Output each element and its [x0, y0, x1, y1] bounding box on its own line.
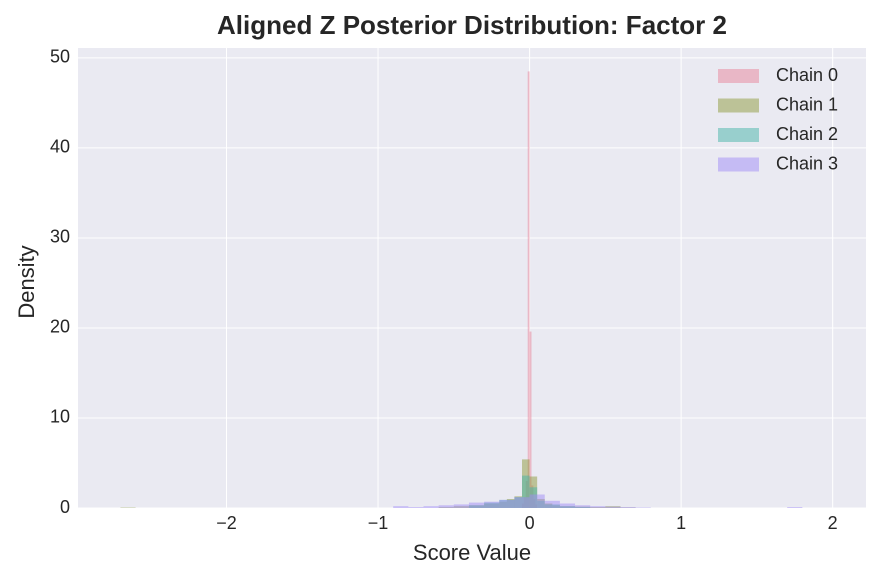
histogram-bar: [454, 504, 469, 508]
x-tick-label: −2: [216, 513, 237, 533]
legend-label: Chain 1: [776, 94, 838, 114]
plot-area: [78, 48, 866, 508]
histogram-bar: [575, 505, 590, 508]
x-tick-label: 1: [676, 513, 686, 533]
x-tick-label: 2: [828, 513, 838, 533]
histogram-bar: [528, 71, 530, 508]
y-axis-label: Density: [14, 245, 39, 318]
y-tick-label: 0: [60, 497, 70, 517]
histogram-bar: [408, 507, 423, 508]
legend-label: Chain 0: [776, 65, 838, 85]
chart-title: Aligned Z Posterior Distribution: Factor…: [217, 10, 727, 40]
legend-swatch: [718, 69, 759, 83]
histogram-bar: [560, 503, 575, 508]
histogram-bar: [469, 503, 484, 508]
legend-swatch: [718, 99, 759, 113]
y-tick-label: 50: [50, 47, 70, 67]
histogram-bar: [590, 506, 605, 508]
histogram-bar: [621, 507, 636, 508]
histogram-bar: [514, 497, 529, 508]
legend-swatch: [718, 158, 759, 172]
histogram-bar: [424, 506, 439, 508]
x-tick-label: −1: [368, 513, 389, 533]
y-tick-label: 30: [50, 227, 70, 247]
y-tick-label: 20: [50, 317, 70, 337]
histogram-bar: [530, 494, 545, 508]
legend-swatch: [718, 128, 759, 142]
legend-label: Chain 2: [776, 124, 838, 144]
y-tick-label: 40: [50, 137, 70, 157]
histogram-bar: [787, 507, 802, 508]
histogram-bar: [393, 506, 408, 508]
legend-label: Chain 3: [776, 153, 838, 173]
y-tick-label: 10: [50, 407, 70, 427]
histogram-bar: [439, 505, 454, 508]
histogram-bar: [484, 502, 499, 508]
histogram-bar: [499, 500, 514, 508]
x-axis-label: Score Value: [413, 540, 531, 565]
x-tick-label: 0: [525, 513, 535, 533]
histogram-bar: [605, 507, 620, 508]
histogram-bar: [545, 501, 560, 508]
